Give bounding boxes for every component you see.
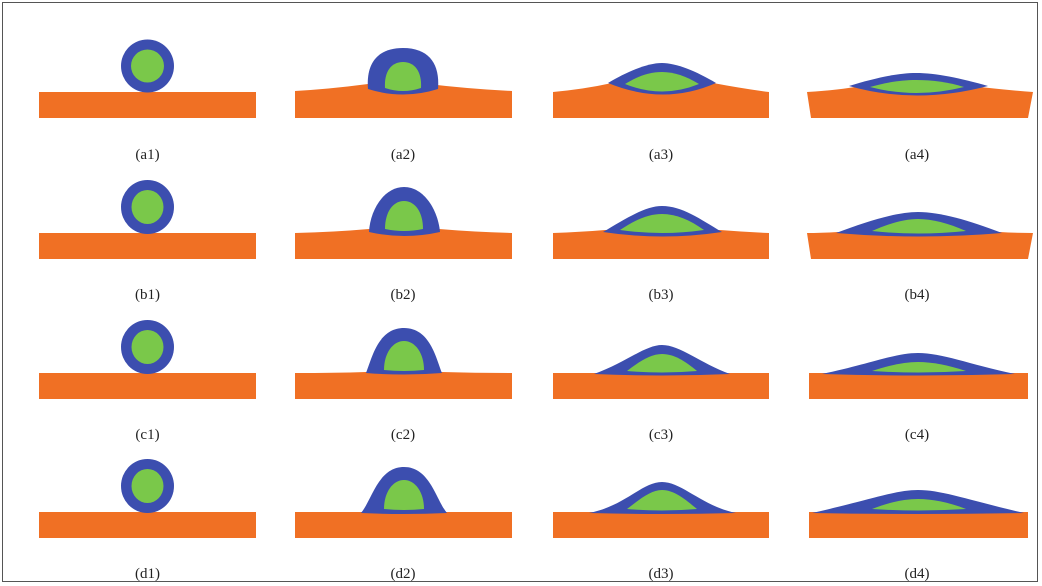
droplet-core <box>131 330 164 364</box>
substrate <box>809 373 1028 399</box>
panel-label: (b2) <box>391 287 416 303</box>
droplet-core <box>620 214 704 233</box>
panel-label: (d4) <box>905 566 930 582</box>
panel-label: (a3) <box>649 147 673 163</box>
substrate <box>295 229 512 259</box>
panel-a4: (a4) <box>807 73 1033 163</box>
panel-b3: (b3) <box>553 206 769 303</box>
substrate <box>553 512 769 538</box>
panel-label: (b3) <box>649 287 674 303</box>
panel-c2: (c2) <box>295 328 512 443</box>
panel-label: (b1) <box>135 287 160 303</box>
panel-label: (d1) <box>135 566 160 582</box>
panel-d2: (d2) <box>295 467 512 582</box>
substrate <box>39 512 256 538</box>
panel-label: (c4) <box>905 427 929 443</box>
panel-a1: (a1) <box>39 39 256 163</box>
substrate <box>39 92 256 118</box>
panel-a2: (a2) <box>295 48 512 163</box>
panel-c1: (c1) <box>39 320 256 443</box>
panel-label: (c2) <box>391 427 415 443</box>
droplet-core <box>385 201 423 231</box>
panel-d3: (d3) <box>553 482 769 582</box>
panel-d4: (d4) <box>809 490 1028 582</box>
droplet-core <box>131 469 164 503</box>
droplet-core <box>384 341 424 371</box>
panel-label: (a2) <box>391 147 415 163</box>
substrate <box>39 373 256 399</box>
substrate <box>809 512 1028 538</box>
substrate <box>807 86 1033 118</box>
substrate <box>807 232 1033 259</box>
panel-label: (a1) <box>135 147 159 163</box>
panel-label: (d2) <box>391 566 416 582</box>
droplet-core <box>131 190 164 224</box>
substrate <box>295 372 512 399</box>
droplet-core <box>872 219 966 234</box>
substrate <box>39 233 256 259</box>
panel-label: (b4) <box>905 287 930 303</box>
panel-b4: (b4) <box>807 212 1033 303</box>
panel-b2: (b2) <box>295 187 512 303</box>
panel-d1: (d1) <box>39 459 256 582</box>
substrate <box>553 373 769 399</box>
panel-label: (c3) <box>649 427 673 443</box>
panel-c4: (c4) <box>809 353 1028 443</box>
panel-c3: (c3) <box>553 345 769 443</box>
droplet-core <box>872 362 966 373</box>
droplet-core <box>131 49 164 83</box>
panel-label: (a4) <box>905 147 929 163</box>
droplet-core <box>870 80 964 93</box>
droplet-core <box>384 480 424 510</box>
substrate <box>295 512 512 538</box>
droplet-core <box>627 354 697 373</box>
droplet-core <box>625 72 699 92</box>
panel-a3: (a3) <box>553 63 769 163</box>
panel-b1: (b1) <box>39 180 256 303</box>
substrate <box>553 83 769 118</box>
droplet-core <box>627 490 697 511</box>
panel-label: (d3) <box>649 566 674 582</box>
droplet-core <box>384 62 422 91</box>
substrate <box>295 84 512 118</box>
substrate <box>553 230 769 259</box>
droplet-core <box>872 499 966 511</box>
panel-label: (c1) <box>135 427 159 443</box>
